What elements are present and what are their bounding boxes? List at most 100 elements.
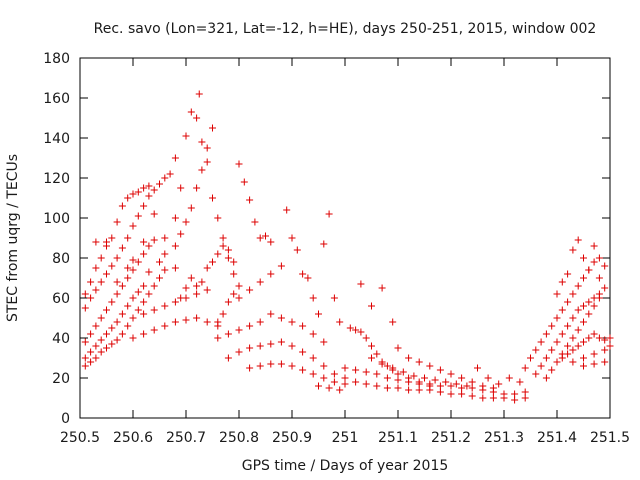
data-point-marker	[92, 238, 100, 246]
data-point-marker	[134, 288, 142, 296]
data-point-marker	[532, 346, 540, 354]
data-point-marker	[124, 322, 132, 330]
data-point-marker	[209, 194, 216, 202]
data-point-marker	[156, 180, 163, 188]
data-point-marker	[256, 362, 264, 370]
data-point-marker	[203, 318, 211, 326]
data-point-marker	[341, 374, 349, 382]
data-point-marker	[484, 374, 492, 382]
data-point-marker	[108, 298, 116, 306]
data-point-marker	[309, 294, 317, 302]
data-point-marker	[161, 174, 169, 182]
data-point-marker	[341, 380, 349, 388]
data-point-marker	[140, 330, 148, 338]
data-point-marker	[357, 280, 365, 288]
data-point-marker	[415, 380, 423, 388]
data-point-marker	[505, 374, 513, 382]
data-point-marker	[352, 366, 360, 374]
x-axis: 250.5 250.6 250.7 250.8 250.9 251 251.1 251.2 25…	[60, 58, 630, 446]
data-point-marker	[118, 310, 126, 318]
data-point-marker	[452, 380, 460, 388]
data-point-marker	[129, 190, 137, 198]
data-point-marker	[601, 262, 609, 270]
data-point-marker	[171, 298, 179, 306]
data-point-marker	[103, 238, 110, 246]
data-point-marker	[246, 322, 254, 330]
x-tick-label: 251.3	[484, 430, 524, 446]
data-point-marker	[150, 210, 158, 218]
data-point-marker	[103, 344, 110, 352]
data-point-marker	[198, 138, 206, 146]
data-point-marker	[378, 360, 386, 368]
data-point-marker	[553, 314, 561, 322]
data-point-marker	[595, 294, 603, 302]
data-point-marker	[87, 330, 95, 338]
data-point-marker	[145, 290, 153, 298]
data-point-marker	[124, 234, 132, 242]
data-point-marker	[182, 284, 190, 292]
data-point-marker	[267, 360, 275, 368]
data-point-marker	[145, 182, 153, 190]
data-point-marker	[585, 266, 593, 274]
data-point-marker	[352, 378, 360, 386]
data-point-marker	[171, 154, 179, 162]
data-point-marker	[447, 382, 455, 390]
data-point-marker	[171, 318, 179, 326]
data-point-marker	[389, 364, 397, 372]
data-point-marker	[81, 304, 89, 312]
data-point-marker	[606, 342, 614, 350]
data-point-marker	[606, 334, 614, 342]
data-point-marker	[288, 234, 296, 242]
data-point-marker	[182, 132, 190, 140]
x-tick-label: 250.8	[219, 430, 259, 446]
data-point-marker	[171, 264, 179, 272]
data-point-marker	[235, 160, 243, 168]
data-point-marker	[346, 324, 354, 332]
data-point-marker	[373, 370, 381, 378]
data-point-marker	[299, 270, 307, 278]
data-point-marker	[214, 318, 222, 326]
y-tick-label: 0	[61, 411, 70, 427]
data-point-marker	[468, 392, 476, 400]
data-point-marker	[299, 322, 307, 330]
data-point-marker	[150, 282, 158, 290]
data-point-marker	[150, 236, 158, 244]
data-point-marker	[156, 258, 163, 266]
data-point-marker	[542, 374, 550, 382]
data-point-marker	[203, 286, 211, 294]
data-point-marker	[521, 364, 529, 372]
data-point-marker	[103, 270, 110, 278]
data-point-marker	[161, 234, 169, 242]
data-point-marker	[394, 370, 402, 378]
data-point-marker	[124, 274, 132, 282]
data-point-marker	[458, 374, 466, 382]
data-point-marker	[426, 362, 434, 370]
data-point-marker	[166, 170, 174, 178]
data-point-marker	[458, 390, 466, 398]
x-tick-label: 251.5	[590, 430, 630, 446]
data-point-marker	[81, 338, 89, 346]
x-tick-label: 250.9	[272, 430, 312, 446]
data-point-marker	[489, 388, 497, 396]
data-point-marker	[256, 234, 264, 242]
data-point-marker	[187, 204, 195, 212]
data-point-marker	[81, 354, 89, 362]
data-point-marker	[521, 388, 529, 396]
data-point-marker	[124, 302, 132, 310]
data-point-marker	[320, 362, 328, 370]
data-point-marker	[171, 214, 179, 222]
data-point-marker	[590, 302, 598, 310]
data-point-marker	[558, 354, 566, 362]
data-point-marker	[309, 354, 317, 362]
data-point-marker	[150, 186, 158, 194]
y-tick-label: 160	[43, 91, 70, 107]
data-point-marker	[442, 378, 450, 386]
data-point-marker	[92, 264, 100, 272]
data-point-marker	[569, 246, 577, 254]
data-point-marker	[320, 240, 328, 248]
data-point-marker	[548, 366, 556, 374]
data-point-marker	[368, 354, 375, 362]
data-point-marker	[436, 382, 444, 390]
data-point-marker	[177, 294, 185, 302]
data-point-marker	[288, 318, 296, 326]
